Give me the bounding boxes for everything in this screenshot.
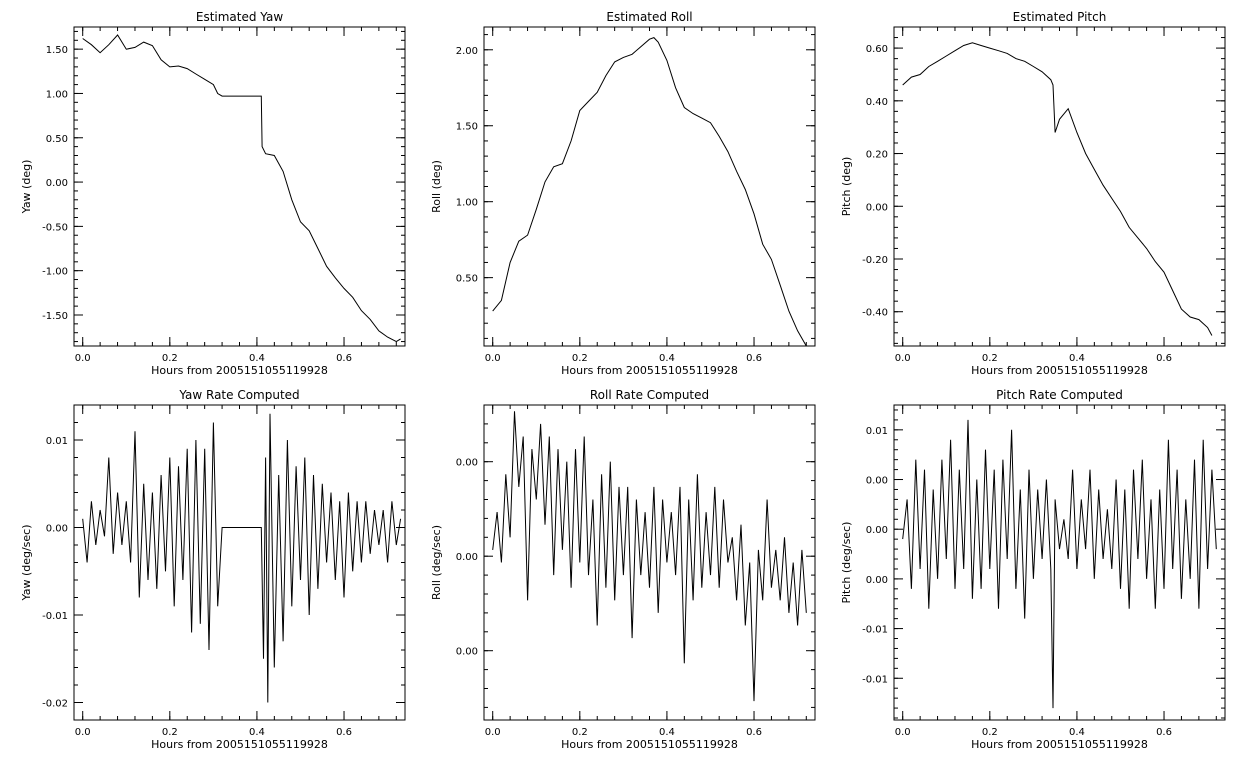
- y-tick-label: -0.01: [42, 611, 68, 622]
- chart-title: Yaw Rate Computed: [178, 388, 299, 402]
- x-tick-label: 0.4: [1069, 353, 1085, 364]
- y-tick-label: -0.40: [862, 308, 888, 319]
- y-tick-label: 0.40: [866, 97, 888, 108]
- y-tick-label: -0.50: [42, 222, 68, 233]
- x-tick-label: 0.6: [336, 353, 352, 364]
- y-tick-label: 0.20: [866, 150, 888, 161]
- x-tick-label: 0.2: [982, 727, 998, 738]
- plot-frame-yaw-rate: [73, 404, 406, 721]
- x-axis-label: Hours from 2005151055119928: [561, 364, 738, 377]
- x-tick-label: 0.4: [659, 353, 675, 364]
- chart-title: Estimated Yaw: [196, 10, 283, 24]
- y-axis-label: Roll (deg/sec): [430, 525, 443, 600]
- plot-frame-roll: [483, 26, 816, 347]
- chart-title: Pitch Rate Computed: [996, 388, 1123, 402]
- y-axis-label: Roll (deg): [430, 160, 443, 213]
- x-axis-label: Hours from 2005151055119928: [971, 738, 1148, 751]
- y-tick-label: 0.50: [46, 134, 68, 145]
- chart-title: Roll Rate Computed: [590, 388, 709, 402]
- plot-frame-pitch-rate: [893, 404, 1226, 721]
- chart-pitch-rate: 0.0 0.2 0.4 0.6 0.01 0.00 0.00 0.00 -0.01 -0.01 Pi…: [840, 388, 1226, 751]
- x-tick-label: 0.0: [485, 727, 501, 738]
- plot-frame-roll-rate: [483, 404, 816, 721]
- y-tick-label: -0.02: [42, 699, 68, 710]
- y-tick-label: -0.01: [862, 674, 888, 685]
- y-tick-label: 0.00: [46, 178, 68, 189]
- chart-yaw: 0.0 0.2 0.4 0.6 1.50 1.00 0.50 0.00 -0.50 -1.00 -1…: [20, 10, 406, 377]
- y-tick-label: 0.01: [866, 426, 888, 437]
- y-tick-label: 1.50: [456, 122, 478, 133]
- x-tick-label: 0.0: [75, 727, 91, 738]
- x-tick-label: 0.4: [659, 727, 675, 738]
- y-tick-label: -1.50: [42, 311, 68, 322]
- plot-frame-yaw: [73, 26, 406, 347]
- y-tick-label: 0.60: [866, 44, 888, 55]
- x-tick-label: 0.0: [485, 353, 501, 364]
- y-tick-label: 0.00: [866, 202, 888, 213]
- chart-yaw-rate: 0.0 0.2 0.4 0.6 0.01 0.00 -0.01 -0.02 Yaw Rate C…: [20, 388, 406, 751]
- x-axis-label: Hours from 2005151055119928: [971, 364, 1148, 377]
- plot-frame-pitch: [893, 26, 1226, 347]
- x-tick-label: 0.6: [336, 727, 352, 738]
- y-axis-label: Pitch (deg): [840, 157, 853, 217]
- x-tick-label: 0.6: [746, 727, 762, 738]
- chart-roll-rate: 0.0 0.2 0.4 0.6 0.00 0.00 0.00 Roll Rate Comput…: [430, 388, 816, 751]
- x-tick-label: 0.0: [895, 353, 911, 364]
- y-tick-label: 0.00: [456, 458, 478, 469]
- x-tick-label: 0.0: [895, 727, 911, 738]
- y-tick-label: 0.00: [456, 552, 478, 563]
- chart-title: Estimated Pitch: [1013, 10, 1107, 24]
- y-tick-label: 0.50: [456, 274, 478, 285]
- y-tick-label: 0.00: [456, 647, 478, 658]
- series-line-yaw: [82, 34, 401, 343]
- series-line-pitch: [902, 42, 1213, 336]
- series-line-pitch-rate: [902, 419, 1217, 709]
- y-tick-label: 0.00: [866, 525, 888, 536]
- y-tick-label: -0.01: [862, 625, 888, 636]
- series-line-roll: [492, 37, 807, 347]
- x-tick-label: 0.2: [982, 353, 998, 364]
- x-tick-label: 0.4: [249, 353, 265, 364]
- x-tick-label: 0.6: [1156, 727, 1172, 738]
- x-tick-label: 0.6: [1156, 353, 1172, 364]
- x-axis-label: Hours from 2005151055119928: [151, 364, 328, 377]
- x-tick-label: 0.4: [249, 727, 265, 738]
- x-tick-label: 0.6: [746, 353, 762, 364]
- x-tick-label: 0.0: [75, 353, 91, 364]
- x-tick-label: 0.2: [572, 727, 588, 738]
- x-tick-label: 0.2: [162, 727, 178, 738]
- x-axis-label: Hours from 2005151055119928: [561, 738, 738, 751]
- x-tick-label: 0.4: [1069, 727, 1085, 738]
- y-tick-label: 0.00: [46, 524, 68, 535]
- y-tick-label: -0.20: [862, 255, 888, 266]
- x-tick-label: 0.2: [162, 353, 178, 364]
- y-axis-label: Yaw (deg/sec): [20, 524, 33, 601]
- series-line-yaw-rate: [82, 413, 402, 703]
- y-tick-label: -1.00: [42, 267, 68, 278]
- chart-pitch: 0.0 0.2 0.4 0.6 0.60 0.40 0.20 0.00 -0.20 -0.40 Es…: [840, 10, 1226, 377]
- y-tick-label: 0.00: [866, 476, 888, 487]
- x-tick-label: 0.2: [572, 353, 588, 364]
- chart-title: Estimated Roll: [606, 10, 692, 24]
- y-axis-label: Yaw (deg): [20, 160, 33, 215]
- y-tick-label: 1.00: [46, 89, 68, 100]
- y-tick-label: 1.50: [46, 45, 68, 56]
- y-tick-label: 0.00: [866, 575, 888, 586]
- series-line-roll-rate: [492, 411, 807, 702]
- y-tick-label: 2.00: [456, 46, 478, 57]
- y-tick-label: 1.00: [456, 198, 478, 209]
- y-axis-label: Pitch (deg/sec): [840, 522, 853, 604]
- chart-roll: 0.0 0.2 0.4 0.6 2.00 1.50 1.00 0.50 Estimated Ro…: [430, 10, 816, 377]
- y-tick-label: 0.01: [46, 436, 68, 447]
- x-axis-label: Hours from 2005151055119928: [151, 738, 328, 751]
